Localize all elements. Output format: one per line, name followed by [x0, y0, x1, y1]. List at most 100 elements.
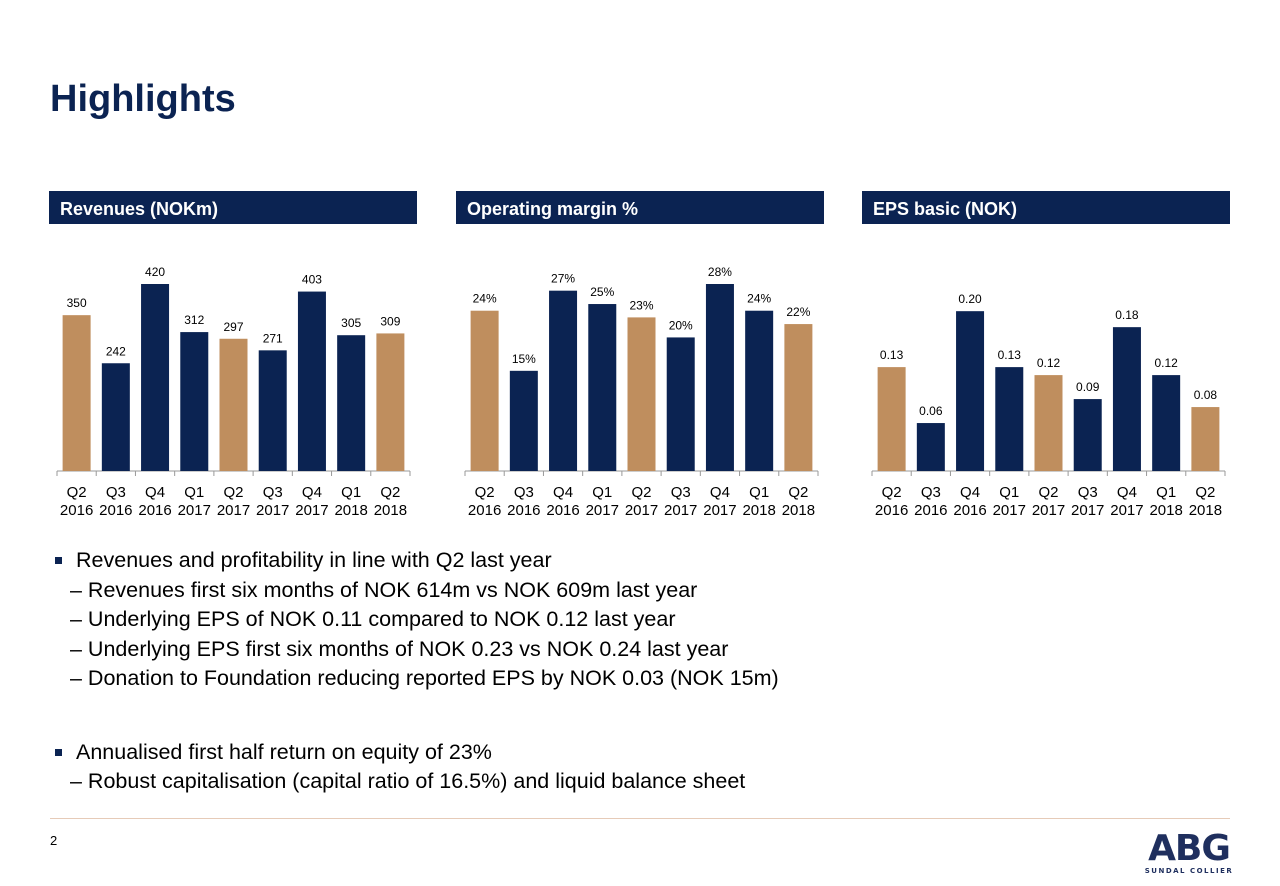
- bar: [1073, 399, 1102, 471]
- bar: [337, 335, 366, 471]
- data-label: 25%: [590, 285, 614, 299]
- bar: [297, 291, 326, 471]
- bar: [1152, 375, 1181, 471]
- bar: [588, 304, 617, 471]
- data-label: 28%: [708, 265, 732, 279]
- data-label: 27%: [551, 272, 575, 286]
- bar: [509, 370, 538, 471]
- x-tick-label: Q1: [341, 484, 361, 501]
- x-tick-label: Q3: [1078, 484, 1098, 501]
- x-tick-label: 2017: [586, 502, 619, 519]
- x-tick-label: Q2: [223, 484, 243, 501]
- sub-bullet: – Revenues first six months of NOK 614m …: [70, 577, 698, 602]
- eps-chart: 0.13Q220160.06Q320160.20Q420160.13Q12017…: [871, 292, 1226, 519]
- revenues-chart: 350Q22016242Q32016420Q42016312Q12017297Q…: [56, 265, 411, 519]
- x-tick-label: 2017: [1032, 502, 1065, 519]
- data-label: 0.12: [1154, 356, 1178, 370]
- data-label: 350: [67, 296, 87, 310]
- x-tick-label: Q2: [631, 484, 651, 501]
- x-tick-label: 2017: [703, 502, 736, 519]
- bar: [101, 363, 130, 471]
- x-tick-label: 2016: [99, 502, 132, 519]
- data-label: 20%: [669, 318, 693, 332]
- bar: [1034, 375, 1063, 471]
- x-tick-label: Q3: [514, 484, 534, 501]
- x-tick-label: Q4: [1117, 484, 1137, 501]
- x-tick-label: 2018: [374, 502, 407, 519]
- data-label: 403: [302, 273, 322, 287]
- bar: [784, 324, 813, 471]
- x-tick-label: 2018: [1149, 502, 1182, 519]
- x-tick-label: 2016: [953, 502, 986, 519]
- data-label: 0.08: [1194, 388, 1218, 402]
- data-label: 309: [380, 314, 400, 328]
- data-label: 0.09: [1076, 380, 1100, 394]
- bar: [877, 367, 906, 471]
- data-label: 22%: [786, 305, 810, 319]
- x-tick-label: Q4: [145, 484, 165, 501]
- data-label: 271: [263, 331, 283, 345]
- x-tick-label: Q1: [749, 484, 769, 501]
- x-tick-label: Q3: [106, 484, 126, 501]
- data-label: 0.06: [919, 404, 943, 418]
- x-tick-label: 2017: [256, 502, 289, 519]
- x-tick-label: Q2: [1038, 484, 1058, 501]
- bullet-square-icon: [55, 748, 62, 756]
- x-tick-label: 2018: [1189, 502, 1222, 519]
- x-tick-label: 2016: [546, 502, 579, 519]
- revenues-header: Revenues (NOKm): [49, 191, 417, 224]
- x-tick-label: 2017: [295, 502, 328, 519]
- bar: [916, 423, 945, 471]
- bar: [1191, 407, 1220, 471]
- eps-header: EPS basic (NOK): [862, 191, 1230, 224]
- sub-bullet: – Underlying EPS first six months of NOK…: [70, 636, 729, 661]
- x-tick-label: 2018: [782, 502, 815, 519]
- bar: [219, 338, 248, 471]
- bar: [627, 317, 656, 471]
- bar: [258, 350, 287, 471]
- x-tick-label: 2016: [468, 502, 501, 519]
- x-tick-label: Q3: [921, 484, 941, 501]
- x-tick-label: Q1: [592, 484, 612, 501]
- x-tick-label: 2016: [60, 502, 93, 519]
- x-tick-label: Q2: [882, 484, 902, 501]
- x-tick-label: Q1: [1156, 484, 1176, 501]
- data-label: 242: [106, 344, 126, 358]
- data-label: 0.13: [998, 348, 1022, 362]
- x-tick-label: 2017: [625, 502, 658, 519]
- x-tick-label: 2018: [334, 502, 367, 519]
- x-tick-label: Q1: [999, 484, 1019, 501]
- sub-bullet: – Underlying EPS of NOK 0.11 compared to…: [70, 607, 676, 631]
- sub-bullet: – Robust capitalisation (capital ratio o…: [70, 769, 746, 793]
- bar: [376, 333, 405, 471]
- data-label: 0.13: [880, 348, 904, 362]
- data-label: 0.20: [958, 292, 982, 306]
- abg-sundal-collier-logo: ABG SUNDAL COLLIER: [1145, 828, 1234, 875]
- x-tick-label: 2017: [1071, 502, 1104, 519]
- data-label: 24%: [747, 292, 771, 306]
- bar: [141, 284, 170, 471]
- bullet-text: Revenues and profitability in line with …: [76, 548, 552, 572]
- data-label: 23%: [629, 298, 653, 312]
- x-tick-label: 2018: [742, 502, 775, 519]
- x-tick-label: Q3: [671, 484, 691, 501]
- bullet-item: Annualised first half return on equity o…: [52, 738, 779, 768]
- x-tick-label: Q2: [788, 484, 808, 501]
- bar: [549, 290, 578, 471]
- data-label: 15%: [512, 352, 536, 366]
- x-tick-label: Q4: [553, 484, 573, 501]
- x-tick-label: 2016: [507, 502, 540, 519]
- x-tick-label: 2017: [178, 502, 211, 519]
- x-tick-label: Q2: [1195, 484, 1215, 501]
- x-tick-label: 2016: [914, 502, 947, 519]
- x-tick-label: 2017: [1110, 502, 1143, 519]
- x-tick-label: 2016: [138, 502, 171, 519]
- data-label: 420: [145, 265, 165, 279]
- operating-margin-header: Operating margin %: [456, 191, 824, 224]
- svg-text:SUNDAL COLLIER: SUNDAL COLLIER: [1145, 867, 1234, 875]
- x-tick-label: Q2: [475, 484, 495, 501]
- data-label: 24%: [473, 292, 497, 306]
- x-tick-label: Q2: [380, 484, 400, 501]
- bar: [666, 337, 695, 471]
- bar: [745, 310, 774, 471]
